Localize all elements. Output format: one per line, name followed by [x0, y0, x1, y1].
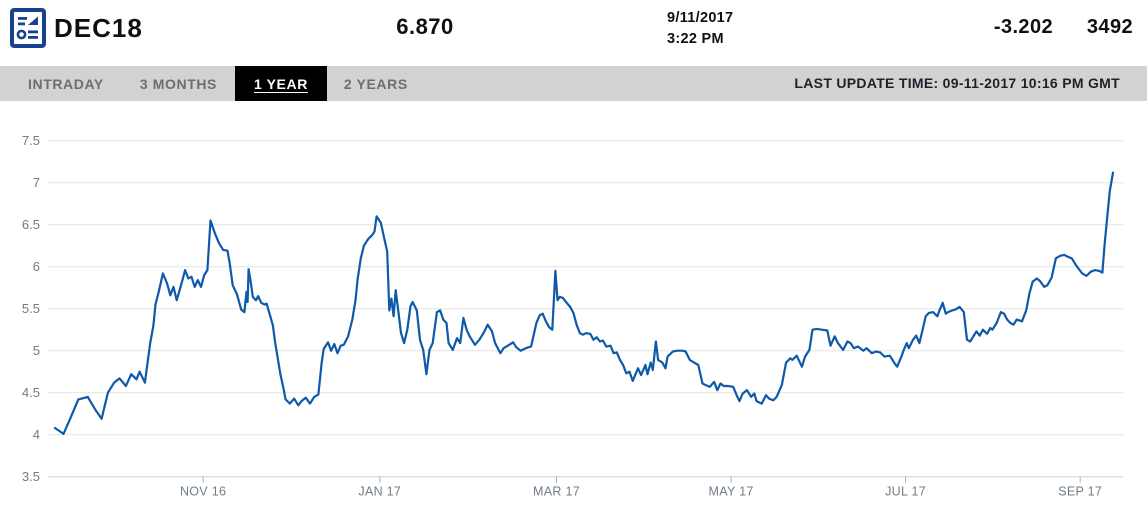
- quote-time: 3:22 PM: [667, 31, 724, 47]
- quote-datetime: 9/11/2017 3:22 PM: [667, 8, 733, 50]
- svg-text:7: 7: [33, 175, 40, 190]
- svg-text:6.5: 6.5: [22, 217, 40, 232]
- svg-text:5.5: 5.5: [22, 301, 40, 316]
- svg-text:JAN 17: JAN 17: [358, 485, 401, 499]
- svg-text:4: 4: [33, 427, 40, 442]
- svg-text:SEP 17: SEP 17: [1058, 485, 1102, 499]
- tab-intraday[interactable]: INTRADAY: [28, 75, 104, 92]
- svg-text:7.5: 7.5: [22, 133, 40, 148]
- tab-2-years[interactable]: 2 YEARS: [343, 75, 408, 92]
- svg-text:3.5: 3.5: [22, 469, 40, 484]
- last-price: 6.870: [396, 14, 454, 39]
- last-update-time: LAST UPDATE TIME: 09-11-2017 10:16 PM GM…: [794, 75, 1120, 91]
- svg-text:NOV 16: NOV 16: [180, 485, 226, 499]
- price-change: -3.202: [993, 16, 1053, 38]
- svg-text:JUL 17: JUL 17: [885, 485, 926, 499]
- quote-date: 9/11/2017: [667, 10, 734, 26]
- tab-1-year[interactable]: 1 YEAR: [235, 66, 327, 101]
- svg-text:4.5: 4.5: [22, 385, 40, 400]
- period-tabbar: INTRADAY 3 MONTHS 1 YEAR 2 YEARS LAST UP…: [0, 66, 1147, 101]
- quote-header: DEC18 6.870 9/11/2017 3:22 PM -3.202 349…: [0, 0, 1147, 66]
- volume: 3492: [1086, 16, 1133, 38]
- svg-text:MAR 17: MAR 17: [533, 485, 580, 499]
- tab-3-months[interactable]: 3 MONTHS: [139, 75, 217, 92]
- contract-symbol: DEC18: [54, 12, 143, 43]
- svg-text:5: 5: [33, 343, 40, 358]
- svg-text:MAY 17: MAY 17: [709, 485, 754, 499]
- report-chart-icon: [10, 8, 46, 48]
- contract-selector[interactable]: DEC18: [10, 8, 143, 48]
- svg-text:6: 6: [33, 259, 40, 274]
